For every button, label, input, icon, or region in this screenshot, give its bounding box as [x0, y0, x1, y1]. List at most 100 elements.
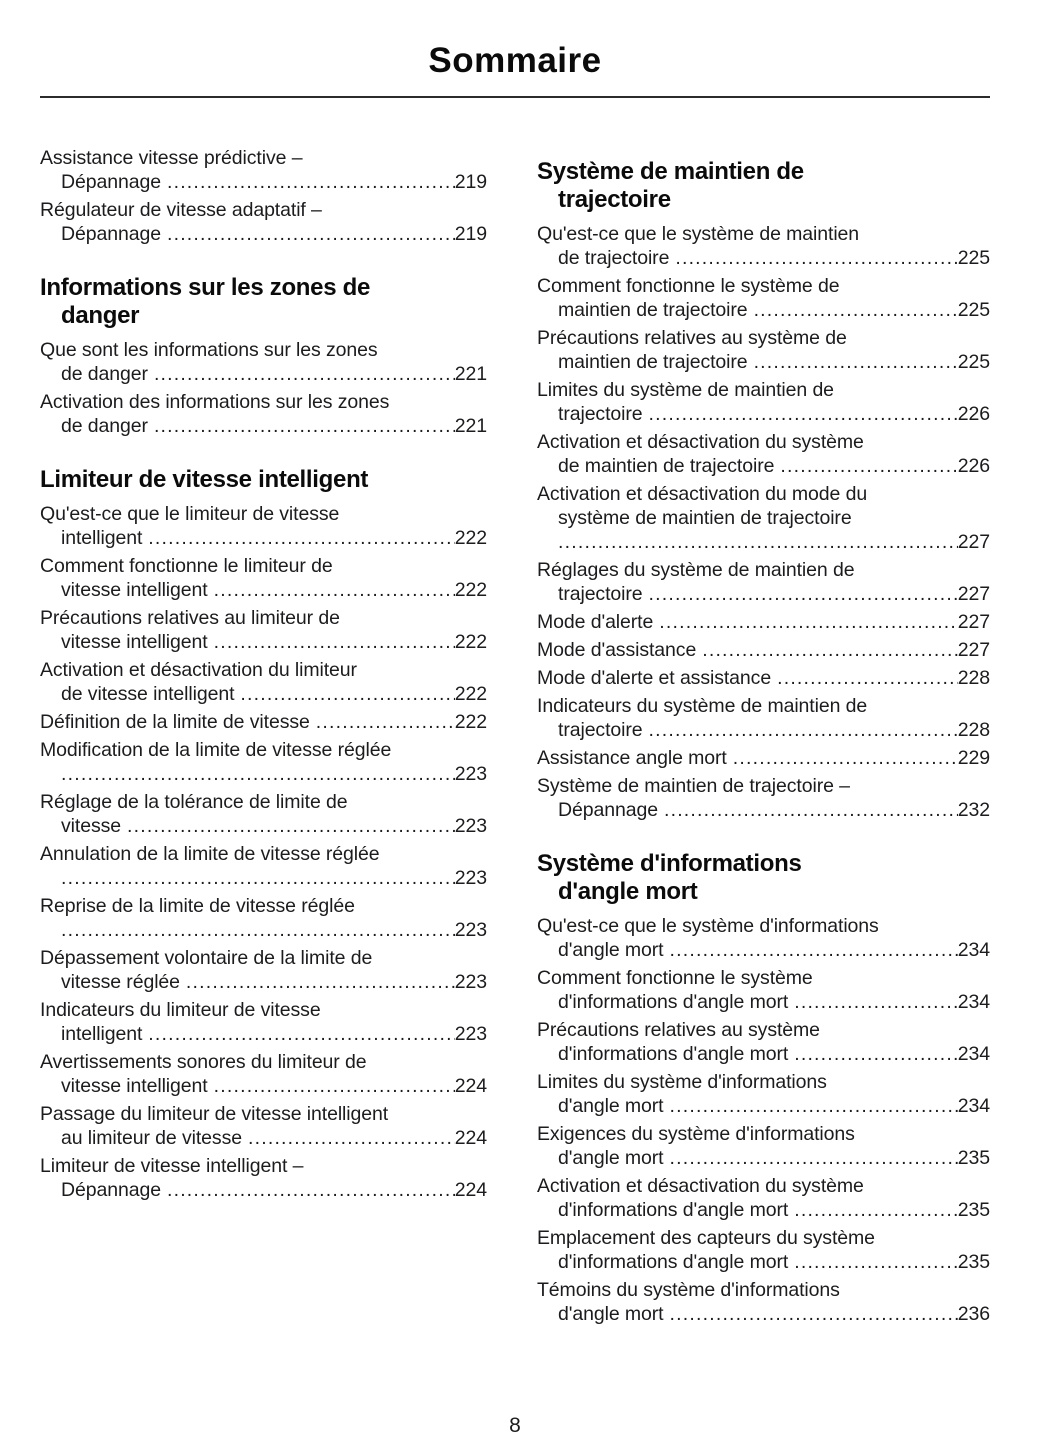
entry-page-number: 222 — [454, 711, 487, 733]
entry-text: d'angle mort — [558, 1303, 664, 1325]
dot-leader — [186, 970, 455, 994]
entry-text-line: Réglages du système de maintien de — [537, 559, 855, 581]
entry-text-line: Activation et désactivation du système — [537, 431, 864, 453]
toc-entry: Précautions relatives au limiteur de vite… — [40, 606, 487, 654]
toc-entry: Passage du limiteur de vitesse intellige… — [40, 1102, 487, 1150]
entry-text: maintien de trajectoire — [558, 351, 748, 373]
dot-leader — [794, 1198, 958, 1222]
entry-page-number: 226 — [957, 455, 990, 477]
entry-page-number: 226 — [957, 403, 990, 425]
entry-text-line: Limites du système de maintien de — [537, 379, 834, 401]
entry-leader-line: trajectoire 227 — [537, 582, 990, 606]
section-heading-line: d'angle mort — [558, 878, 698, 905]
toc-entry: Limites du système de maintien de traject… — [537, 378, 990, 426]
entry-text-line: Activation des informations sur les zone… — [40, 391, 390, 413]
entry-page-number: 228 — [957, 719, 990, 741]
entry-text: d'informations d'angle mort — [558, 1251, 789, 1273]
dot-leader — [214, 1074, 455, 1098]
entry-text-line: Comment fonctionne le système de — [537, 275, 840, 297]
entry-page-number: 227 — [957, 531, 990, 553]
entry-page-number: 223 — [454, 763, 487, 785]
dot-leader — [670, 1094, 958, 1118]
entry-leader-line: Dépannage 224 — [40, 1178, 487, 1202]
toc-entry: Réglages du système de maintien de trajec… — [537, 558, 990, 606]
entry-leader-line: d'angle mort 234 — [537, 1094, 990, 1118]
dot-leader — [214, 578, 455, 602]
entry-leader-line: au limiteur de vitesse 224 — [40, 1126, 487, 1150]
entry-text-line: Précautions relatives au limiteur de — [40, 607, 340, 629]
entry-leader-line: de trajectoire 225 — [537, 246, 990, 270]
entry-text-line: Que sont les informations sur les zones — [40, 339, 378, 361]
dot-leader — [316, 710, 455, 734]
entry-page-number: 224 — [454, 1179, 487, 1201]
entry-text-line: Modification de la limite de vitesse rég… — [40, 739, 392, 761]
section-heading-line: Informations sur les zones de — [40, 274, 371, 301]
toc-entry: Activation et désactivation du système d'… — [537, 1174, 990, 1222]
dot-leader — [167, 170, 455, 194]
entry-leader-line: trajectoire 228 — [537, 718, 990, 742]
toc-columns: Assistance vitesse prédictive – Dépannage… — [40, 146, 990, 1330]
entry-text: d'informations d'angle mort — [558, 991, 789, 1013]
entry-leader-line: de maintien de trajectoire 226 — [537, 454, 990, 478]
entry-text-line: Activation et désactivation du mode du — [537, 483, 868, 505]
entry-text: trajectoire — [558, 403, 643, 425]
entry-text: trajectoire — [558, 583, 643, 605]
toc-entry: Définition de la limite de vitesse 222 — [40, 710, 487, 734]
dot-leader — [780, 454, 957, 478]
dot-leader — [675, 246, 957, 270]
toc-section-heading: Informations sur les zones de danger — [40, 274, 487, 330]
toc-column-right: Système de maintien de trajectoire Qu'est-… — [537, 146, 990, 1330]
entry-text-line: Reprise de la limite de vitesse réglée — [40, 895, 355, 917]
entry-text: vitesse — [61, 815, 121, 837]
toc-entry: Mode d'alerte et assistance 228 — [537, 666, 990, 690]
dot-leader — [61, 918, 455, 942]
toc-entry: Qu'est-ce que le système d'informations d… — [537, 914, 990, 962]
dot-leader — [794, 990, 958, 1014]
entry-leader-line: maintien de trajectoire 225 — [537, 298, 990, 322]
dot-leader — [754, 350, 958, 374]
entry-text-line: Comment fonctionne le limiteur de — [40, 555, 333, 577]
toc-entry: Avertissements sonores du limiteur de vit… — [40, 1050, 487, 1098]
entry-page-number: 234 — [957, 1095, 990, 1117]
toc-section-heading: Limiteur de vitesse intelligent — [40, 466, 487, 494]
entry-text-line: Précautions relatives au système de — [537, 327, 847, 349]
entry-leader-line: d'informations d'angle mort 234 — [537, 990, 990, 1014]
entry-page-number: 235 — [957, 1199, 990, 1221]
entry-text: maintien de trajectoire — [558, 299, 748, 321]
toc-entry: Annulation de la limite de vitesse réglé… — [40, 842, 487, 890]
entry-page-number: 235 — [957, 1251, 990, 1273]
entry-leader-line: Dépannage 219 — [40, 222, 487, 246]
entry-page-number: 223 — [454, 971, 487, 993]
toc-entry: Que sont les informations sur les zones d… — [40, 338, 487, 386]
section-heading-line: danger — [61, 302, 140, 329]
toc-entry: Indicateurs du limiteur de vitesse intell… — [40, 998, 487, 1046]
section-heading-line: Système d'informations — [537, 850, 802, 877]
section-heading-line: trajectoire — [558, 186, 671, 213]
page-header: Sommaire — [40, 42, 990, 98]
entry-page-number: 228 — [957, 667, 990, 689]
entry-text: d'angle mort — [558, 939, 664, 961]
dot-leader — [61, 866, 455, 890]
entry-leader-line: vitesse intelligent 224 — [40, 1074, 487, 1098]
toc-entry: Dépassement volontaire de la limite de vi… — [40, 946, 487, 994]
entry-text: Dépannage — [61, 171, 161, 193]
toc-section-heading: Système de maintien de trajectoire — [537, 158, 990, 214]
dot-leader — [670, 1146, 958, 1170]
entry-page-number: 222 — [454, 631, 487, 653]
entry-text: vitesse intelligent — [61, 1075, 208, 1097]
entry-text-line: Témoins du système d'informations — [537, 1279, 840, 1301]
toc-section-heading: Système d'informations d'angle mort — [537, 850, 990, 906]
entry-leader-line: Mode d'assistance 227 — [537, 638, 990, 662]
entry-text: Dépannage — [61, 223, 161, 245]
section-heading-line: Limiteur de vitesse intelligent — [40, 466, 369, 493]
entry-text: Définition de la limite de vitesse — [40, 711, 310, 733]
dot-leader — [148, 1022, 454, 1046]
entry-leader-line: Assistance angle mort 229 — [537, 746, 990, 770]
entry-text-line: Qu'est-ce que le limiteur de vitesse — [40, 503, 340, 525]
entry-text-line: Comment fonctionne le système — [537, 967, 813, 989]
entry-text-line: Annulation de la limite de vitesse réglé… — [40, 843, 380, 865]
entry-text-line: Avertissements sonores du limiteur de — [40, 1051, 367, 1073]
toc-entry: Activation et désactivation du mode du sy… — [537, 482, 990, 554]
entry-page-number: 219 — [454, 223, 487, 245]
entry-text-line: Limites du système d'informations — [537, 1071, 827, 1093]
